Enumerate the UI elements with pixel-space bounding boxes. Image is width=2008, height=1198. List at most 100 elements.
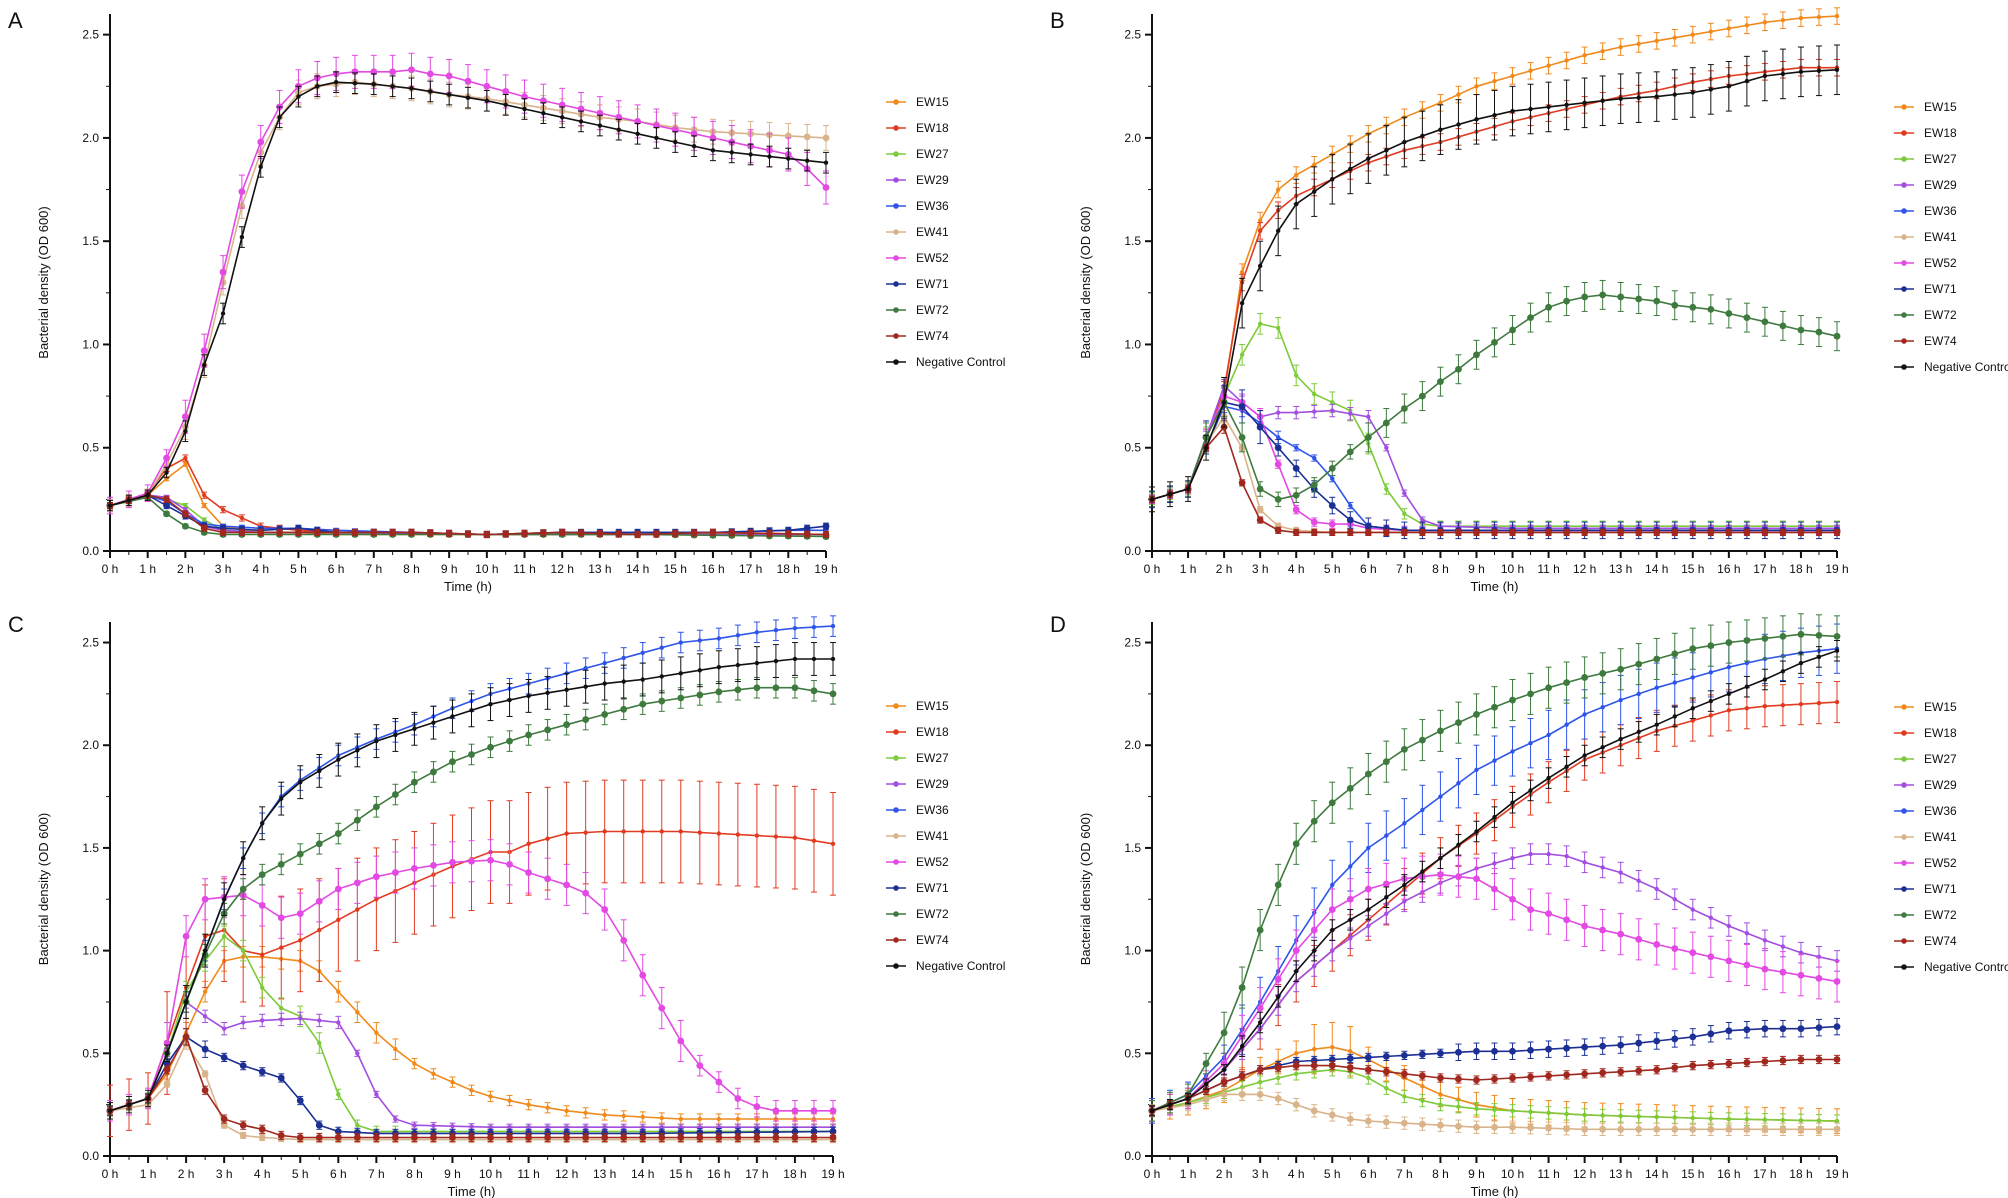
- marker: [1256, 506, 1264, 514]
- data-point: [1455, 99, 1462, 150]
- series-ew52: [1148, 387, 1841, 535]
- data-point: [446, 83, 453, 106]
- marker: [728, 529, 736, 537]
- marker: [484, 98, 490, 103]
- marker: [1274, 444, 1282, 452]
- data-point: [257, 528, 265, 537]
- data-point: [1473, 77, 1480, 96]
- marker: [183, 429, 188, 434]
- marker: [822, 531, 830, 538]
- marker: [1653, 297, 1661, 305]
- data-point: [766, 529, 773, 538]
- series-line: [1151, 294, 1838, 501]
- marker: [336, 917, 341, 923]
- marker: [1274, 460, 1282, 468]
- marker: [1364, 434, 1372, 441]
- marker: [219, 529, 227, 536]
- data-point: [1293, 444, 1300, 452]
- x-tick-label: 10 h: [475, 562, 498, 576]
- data-point: [1563, 286, 1571, 317]
- marker: [1779, 322, 1787, 330]
- marker: [1833, 332, 1841, 340]
- marker: [445, 72, 453, 80]
- data-point: [715, 1113, 722, 1125]
- series-line: [1151, 405, 1837, 532]
- x-tick-label: 3 h: [215, 562, 232, 576]
- data-point: [483, 89, 490, 112]
- data-point: [1653, 32, 1660, 50]
- marker: [1725, 529, 1733, 536]
- data-point: [822, 530, 830, 539]
- marker: [678, 1116, 683, 1122]
- marker: [784, 530, 792, 538]
- marker: [1418, 392, 1426, 400]
- marker: [1546, 63, 1551, 68]
- marker: [1239, 352, 1245, 357]
- marker: [1294, 201, 1299, 207]
- marker: [1618, 44, 1623, 50]
- marker: [1456, 92, 1461, 97]
- marker: [522, 106, 527, 112]
- data-point: [1815, 8, 1822, 26]
- marker: [640, 1114, 645, 1120]
- marker: [202, 503, 207, 508]
- marker: [164, 470, 169, 475]
- marker: [1780, 71, 1786, 77]
- marker: [1636, 95, 1641, 100]
- series-ew52: [106, 52, 830, 515]
- data-point: [1527, 528, 1534, 537]
- marker: [389, 529, 397, 536]
- data-point: [1617, 38, 1624, 56]
- data-point: [1400, 528, 1408, 537]
- marker: [1510, 108, 1515, 114]
- chart-panel-b: B 0.0 0.5 1.0 1.5 2.0 2.5 0 h 1 h 2 h 3 h 4 h 5 h 6 h…: [1050, 7, 2008, 594]
- data-point: [1292, 487, 1300, 503]
- x-tick-label: 5 h: [292, 1167, 309, 1181]
- data-point: [785, 147, 792, 170]
- y-tick-label: 1.0: [82, 944, 99, 958]
- marker: [709, 529, 717, 536]
- legend-item-ew36: EW36: [886, 199, 949, 213]
- marker: [1384, 148, 1389, 153]
- marker: [1239, 300, 1245, 306]
- legend-label: EW52: [1924, 256, 1957, 270]
- marker: [1600, 48, 1605, 54]
- data-point: [1563, 528, 1571, 537]
- legend-label: EW15: [916, 95, 949, 109]
- marker: [545, 836, 550, 841]
- marker: [1364, 529, 1372, 536]
- data-point: [672, 131, 679, 153]
- marker: [577, 529, 585, 537]
- data-point: [181, 522, 189, 530]
- legend-swatch-marker: [893, 99, 899, 105]
- marker: [803, 524, 811, 532]
- legend-item-ew36: EW36: [1894, 204, 1957, 218]
- legend-swatch-marker: [1901, 260, 1907, 266]
- data-point: [1743, 302, 1751, 333]
- data-point: [634, 122, 641, 145]
- y-tick-label: 0.0: [82, 1149, 99, 1163]
- marker: [1203, 445, 1209, 450]
- marker: [181, 413, 189, 421]
- marker: [483, 82, 491, 90]
- marker: [1256, 516, 1264, 524]
- marker: [355, 907, 360, 912]
- marker: [239, 234, 245, 240]
- y-tick-label: 2.0: [82, 738, 99, 752]
- data-point: [1400, 393, 1408, 424]
- marker: [729, 150, 734, 155]
- data-point: [615, 118, 622, 141]
- marker: [488, 1094, 493, 1099]
- data-point: [1653, 286, 1661, 317]
- marker: [659, 1115, 664, 1121]
- data-point: [671, 529, 679, 538]
- marker: [220, 311, 226, 316]
- marker: [539, 529, 547, 537]
- marker: [578, 119, 584, 124]
- marker: [1834, 13, 1840, 19]
- data-point: [408, 528, 415, 537]
- data-point: [426, 529, 434, 537]
- data-point: [1725, 19, 1732, 38]
- marker: [1473, 351, 1480, 359]
- data-point: [411, 1057, 418, 1070]
